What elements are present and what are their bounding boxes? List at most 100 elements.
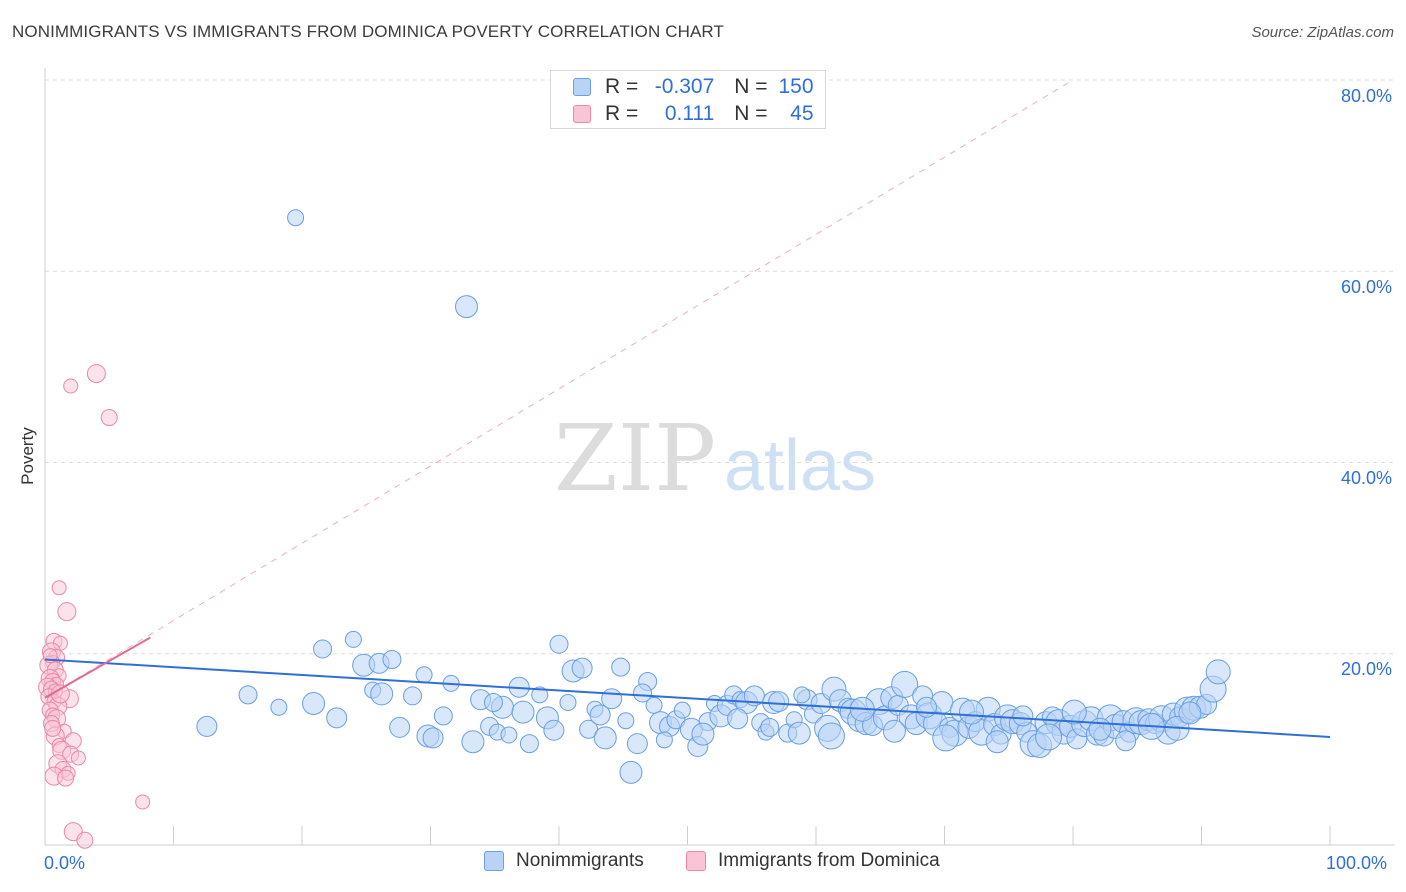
point-nonimmigrants <box>549 634 569 654</box>
point-immigrants-dominica <box>70 750 86 766</box>
point-nonimmigrants <box>519 734 539 754</box>
point-nonimmigrants <box>1088 717 1112 741</box>
stats-row-nonimmigrants: R = -0.307 N = 150 <box>573 75 814 99</box>
point-nonimmigrants <box>326 707 348 729</box>
point-nonimmigrants <box>1115 730 1137 752</box>
point-nonimmigrants <box>344 630 362 648</box>
watermark-atlas: atlas <box>724 426 876 506</box>
stats-legend: R = -0.307 N = 150 R = 0.111 N = 45 <box>550 70 826 129</box>
point-nonimmigrants <box>389 716 411 738</box>
point-nonimmigrants <box>626 733 648 755</box>
point-nonimmigrants <box>370 682 394 706</box>
n-value-immigrants-dominica: 45 <box>790 102 814 125</box>
r-label: R = <box>605 102 639 125</box>
point-nonimmigrants <box>313 639 333 659</box>
point-nonimmigrants <box>593 726 617 750</box>
point-nonimmigrants <box>793 686 811 704</box>
point-immigrants-dominica <box>63 378 79 394</box>
point-immigrants-dominica <box>86 364 106 384</box>
y-tick-40: 40.0% <box>1340 468 1392 488</box>
point-nonimmigrants <box>1178 701 1202 725</box>
point-nonimmigrants <box>619 760 643 784</box>
grid-lines <box>45 79 1395 655</box>
immigrants-dominica-swatch <box>573 105 591 123</box>
point-nonimmigrants <box>958 699 984 725</box>
point-nonimmigrants <box>768 691 790 713</box>
point-nonimmigrants <box>461 730 485 754</box>
n-value-nonimmigrants: 150 <box>778 75 814 98</box>
point-nonimmigrants <box>611 657 631 677</box>
x-tick-100: 100.0% <box>1326 853 1388 873</box>
point-immigrants-dominica <box>44 719 62 737</box>
legend-swatch-nonimmigrants <box>484 851 504 871</box>
point-immigrants-dominica <box>50 684 70 704</box>
n-label: N = <box>734 102 768 125</box>
n-label: N = <box>734 75 768 98</box>
point-nonimmigrants <box>589 704 611 726</box>
point-nonimmigrants <box>403 686 423 706</box>
point-nonimmigrants <box>415 666 433 684</box>
series-nonimmigrants <box>196 209 1231 784</box>
point-nonimmigrants <box>633 683 653 703</box>
point-nonimmigrants <box>422 727 444 749</box>
watermark-zip: ZIP <box>554 405 716 512</box>
point-nonimmigrants <box>727 708 749 730</box>
point-immigrants-dominica <box>135 794 151 810</box>
point-immigrants-dominica <box>76 831 94 849</box>
axes <box>44 68 1395 846</box>
x-tick-0: 0.0% <box>44 853 86 873</box>
point-nonimmigrants <box>196 715 218 737</box>
reference-diagonal <box>44 79 1074 699</box>
point-nonimmigrants <box>760 717 780 737</box>
point-nonimmigrants <box>270 698 288 716</box>
point-immigrants-dominica <box>57 602 77 622</box>
point-nonimmigrants <box>882 719 906 743</box>
point-nonimmigrants <box>691 722 715 746</box>
y-tick-60: 60.0% <box>1340 277 1392 297</box>
legend-label-immigrants-dominica: Immigrants from Dominica <box>718 850 940 871</box>
point-nonimmigrants <box>571 657 593 679</box>
y-tick-20: 20.0% <box>1340 659 1392 679</box>
point-nonimmigrants <box>454 295 478 319</box>
r-value-immigrants-dominica: 0.111 <box>664 102 715 125</box>
point-nonimmigrants <box>891 670 919 698</box>
chart-title: NONIMMIGRANTS VS IMMIGRANTS FROM DOMINIC… <box>12 22 724 41</box>
point-nonimmigrants <box>817 722 845 750</box>
point-nonimmigrants <box>1035 723 1063 751</box>
point-nonimmigrants <box>531 686 549 704</box>
y-tick-80: 80.0% <box>1340 86 1392 106</box>
point-nonimmigrants <box>238 685 258 705</box>
point-nonimmigrants <box>511 700 535 724</box>
point-nonimmigrants <box>1205 659 1231 685</box>
point-nonimmigrants <box>985 730 1009 754</box>
stats-row-immigrants-dominica: R = 0.111 N = 45 <box>573 102 814 126</box>
point-nonimmigrants <box>483 693 503 713</box>
point-nonimmigrants <box>673 701 691 719</box>
point-immigrants-dominica <box>51 580 67 596</box>
legend-item-immigrants-dominica: Immigrants from Dominica <box>686 850 940 872</box>
trend-line-nonimmigrants <box>44 658 1331 738</box>
point-nonimmigrants <box>543 719 565 741</box>
trend-lines <box>44 636 1331 738</box>
point-nonimmigrants <box>1061 699 1087 725</box>
nonimmigrants-swatch <box>573 78 591 96</box>
point-nonimmigrants <box>787 721 811 745</box>
legend-label-nonimmigrants: Nonimmigrants <box>516 850 644 871</box>
point-nonimmigrants <box>655 731 673 749</box>
point-nonimmigrants <box>287 209 305 227</box>
point-nonimmigrants <box>617 712 635 730</box>
point-nonimmigrants <box>579 719 599 739</box>
point-nonimmigrants <box>433 706 453 726</box>
point-nonimmigrants <box>302 691 326 715</box>
point-nonimmigrants <box>1012 705 1034 727</box>
r-value-nonimmigrants: -0.307 <box>654 75 715 98</box>
series-immigrants-dominica <box>38 364 151 849</box>
point-nonimmigrants <box>500 726 518 744</box>
trend-line-immigrants-dominica <box>44 636 151 699</box>
y-axis-label: Poverty <box>18 427 37 485</box>
point-nonimmigrants <box>932 724 960 752</box>
point-nonimmigrants <box>916 696 938 718</box>
legend-swatch-immigrants-dominica <box>686 851 706 871</box>
r-label: R = <box>605 75 639 98</box>
